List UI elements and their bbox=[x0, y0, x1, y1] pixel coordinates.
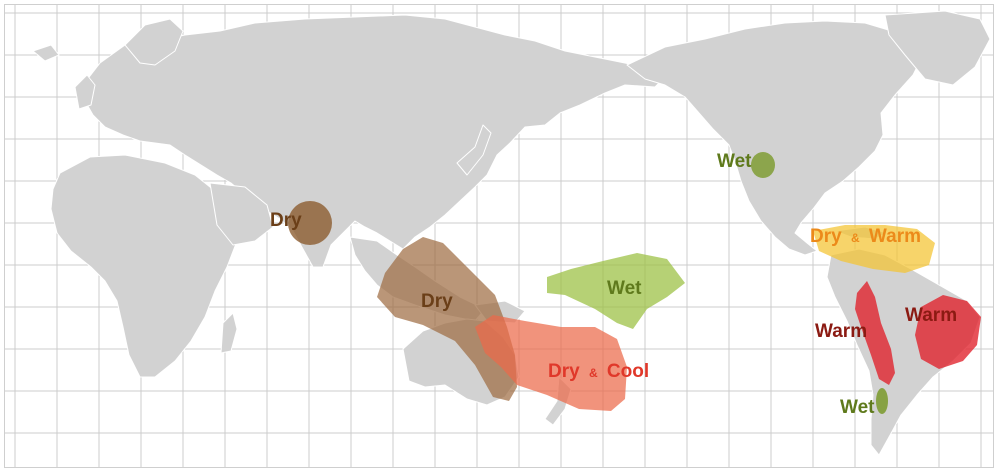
land-africa bbox=[50, 154, 238, 378]
label-peru-warm: Warm bbox=[815, 321, 867, 342]
label-chile-wet: Wet bbox=[840, 397, 875, 418]
region-indonesia-dry bbox=[377, 237, 517, 401]
label-australia-part-1: Dry bbox=[548, 361, 580, 382]
region-chile-wet bbox=[876, 388, 888, 414]
region-labels: Dry Dry Dry & Cool Wet Wet Dry & Warm Wa… bbox=[270, 151, 957, 418]
land-masses bbox=[32, 10, 991, 456]
land-iceland bbox=[32, 44, 60, 62]
label-caribbean-dry-warm: Dry & Warm bbox=[810, 226, 921, 247]
land-scandinavia bbox=[124, 18, 184, 66]
land-eurasia bbox=[82, 14, 666, 268]
label-caribbean-part-1: Dry bbox=[810, 226, 842, 247]
label-brazil-warm: Warm bbox=[905, 305, 957, 326]
land-madagascar bbox=[220, 312, 238, 354]
label-caribbean-part-2: Warm bbox=[869, 226, 921, 247]
land-japan bbox=[456, 124, 492, 176]
land-greenland bbox=[884, 10, 991, 86]
label-australia-dry-cool: Dry & Cool bbox=[548, 361, 649, 382]
region-australia-dry-cool bbox=[475, 315, 627, 411]
map-canvas: Dry Dry Dry & Cool Wet Wet Dry & Warm Wa… bbox=[5, 5, 993, 467]
region-peru-warm bbox=[855, 281, 895, 385]
region-india-dry bbox=[288, 201, 332, 245]
world-map: Dry Dry Dry & Cool Wet Wet Dry & Warm Wa… bbox=[4, 4, 994, 468]
land-north-america bbox=[626, 20, 926, 256]
label-north-america-wet: Wet bbox=[717, 151, 752, 172]
land-arabia bbox=[209, 182, 274, 246]
label-caribbean-amp: & bbox=[851, 231, 860, 245]
land-britain bbox=[74, 74, 96, 110]
label-central-pacific-wet: Wet bbox=[607, 278, 642, 299]
climate-regions bbox=[288, 152, 981, 414]
label-indonesia-dry: Dry bbox=[421, 291, 453, 312]
region-caribbean-dry-warm bbox=[813, 225, 935, 273]
region-brazil-warm bbox=[915, 295, 981, 369]
region-north-america-wet bbox=[751, 152, 775, 178]
label-australia-part-2: Cool bbox=[607, 361, 649, 382]
region-central-pacific-wet bbox=[547, 253, 685, 329]
label-india-dry: Dry bbox=[270, 210, 302, 231]
label-australia-amp: & bbox=[589, 366, 598, 380]
